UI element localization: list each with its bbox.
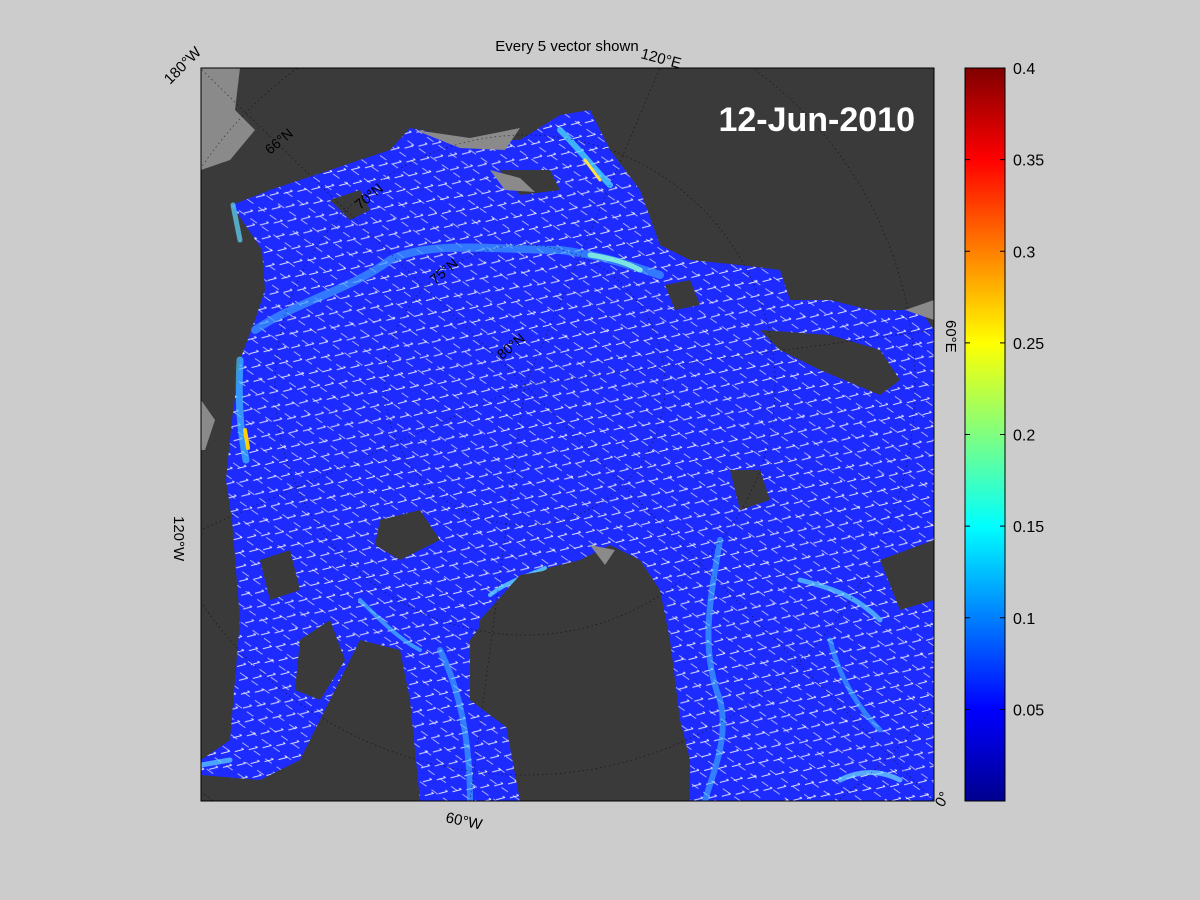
colorbar-tick-label: 0.4 bbox=[1013, 61, 1035, 78]
map-panel: 66°N 70°N 75°N 80°N 12-Jun-2010 bbox=[201, 68, 934, 801]
island-land bbox=[880, 540, 934, 610]
fast-drift-streaks bbox=[201, 127, 903, 801]
island-land bbox=[665, 280, 700, 310]
colorbar-gradient bbox=[964, 67, 1006, 802]
colorbar-tick-label: 0.2 bbox=[1013, 428, 1035, 445]
colorbar-tick-label: 0.25 bbox=[1013, 336, 1044, 353]
colorbar-tick-label: 0.05 bbox=[1013, 702, 1044, 719]
outside-domain-area bbox=[201, 68, 255, 170]
figure-title: Every 5 vector shown bbox=[495, 38, 638, 55]
lon-label-180w: 180°W bbox=[161, 43, 206, 88]
lon-label-60e: 60°E bbox=[942, 320, 959, 353]
lon-label-60w: 60°W bbox=[444, 809, 484, 833]
ocean-drift-field bbox=[201, 110, 934, 801]
colorbar-tick-label: 0.35 bbox=[1013, 153, 1044, 170]
colorbar-tick-label: 0.1 bbox=[1013, 611, 1035, 628]
graticule bbox=[201, 68, 934, 801]
colorbar-tick-label: 0.3 bbox=[1013, 244, 1035, 261]
colorbar: 0.4 0.35 0.3 0.25 0.2 0.15 0.1 0.05 bbox=[964, 61, 1044, 802]
island-land bbox=[260, 550, 300, 600]
colorbar-tick-label: 0.15 bbox=[1013, 519, 1044, 536]
greenland-land bbox=[470, 565, 690, 801]
lon-label-0: 0° bbox=[932, 789, 954, 810]
island-land bbox=[330, 190, 370, 220]
island-land bbox=[375, 510, 440, 560]
novaya-zemlya-land bbox=[760, 330, 900, 395]
svalbard-land bbox=[730, 470, 770, 510]
island-land bbox=[295, 620, 345, 700]
map-frame bbox=[200, 67, 935, 802]
land-masses bbox=[260, 170, 934, 801]
coastal-shelf bbox=[201, 128, 934, 565]
colorbar-ticks: 0.4 0.35 0.3 0.25 0.2 0.15 0.1 0.05 bbox=[965, 61, 1044, 719]
lon-label-120w: 120°W bbox=[170, 516, 187, 562]
date-stamp: 12-Jun-2010 bbox=[718, 101, 915, 139]
